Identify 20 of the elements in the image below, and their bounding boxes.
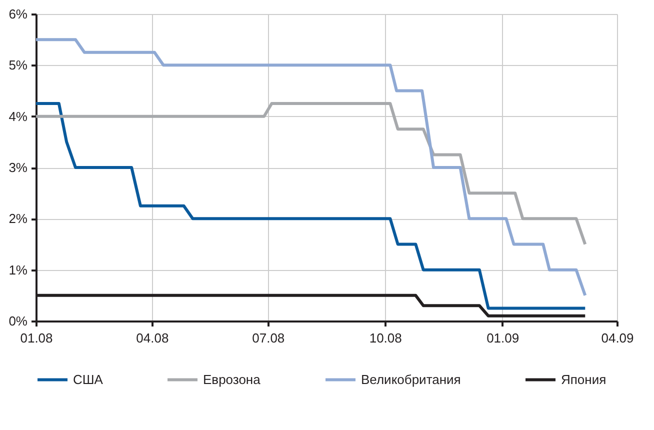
x-tick-label: 01.08 <box>20 330 53 346</box>
legend-label: Еврозона <box>203 372 262 387</box>
y-tick-label: 1% <box>8 262 28 278</box>
y-tick-label: 0% <box>8 314 28 328</box>
y-tick-label: 6% <box>8 6 28 22</box>
x-tick-label: 07.08 <box>252 330 285 346</box>
line-series <box>34 38 587 297</box>
x-tick-label: 01.09 <box>486 330 520 346</box>
y-tick-label: 5% <box>8 58 28 73</box>
y-tick-label: 3% <box>8 160 28 175</box>
legend-label: Япония <box>561 372 606 387</box>
y-tick-label: 4% <box>8 108 28 124</box>
x-tick-label: 10.08 <box>369 330 402 346</box>
legend-label: Великобритания <box>361 372 461 387</box>
line-series <box>34 102 587 246</box>
x-tick-label: 04.08 <box>136 330 169 346</box>
legend-label: США <box>73 372 104 387</box>
line-series <box>34 102 587 310</box>
y-tick-label: 2% <box>8 211 28 226</box>
x-tick-label: 04.09 <box>601 330 634 346</box>
